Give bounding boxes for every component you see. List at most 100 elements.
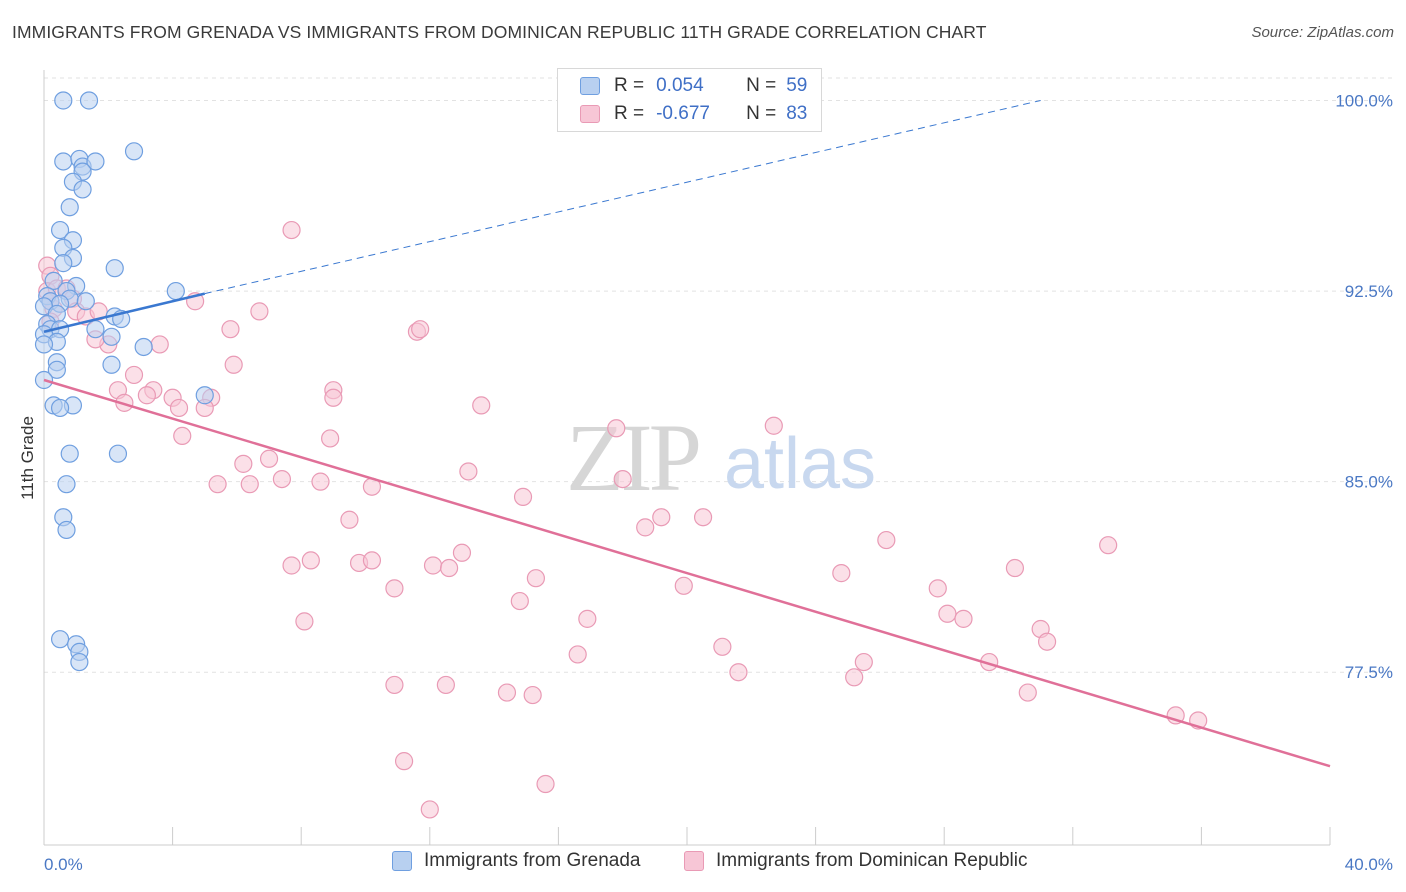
point-dominican [854, 652, 873, 672]
point-dominican [362, 551, 382, 570]
legend-label-dominican: Immigrants from Dominican Republic [716, 850, 1028, 871]
point-grenada [124, 142, 144, 161]
legend-r-label: R = [614, 75, 645, 96]
point-dominican [423, 556, 443, 575]
point-dominican [259, 449, 279, 468]
point-grenada [57, 475, 76, 494]
point-dominican [578, 609, 597, 628]
point-dominican [272, 469, 292, 489]
point-dominican [764, 416, 783, 435]
point-dominican [459, 462, 478, 481]
point-dominican [526, 569, 545, 588]
point-dominican [523, 685, 542, 705]
point-dominican [693, 508, 713, 527]
legend-item-grenada: Immigrants from Grenada [392, 850, 640, 872]
point-dominican [169, 398, 189, 418]
point-dominican [877, 530, 896, 550]
point-dominican [510, 591, 529, 611]
watermark: ZIP atlas [566, 404, 876, 511]
point-dominican [928, 579, 947, 598]
point-grenada [134, 337, 153, 357]
axes [43, 70, 1331, 846]
legend-r-value: 0.054 [656, 75, 704, 96]
x-tick-label: 40.0% [1345, 855, 1393, 874]
point-dominican [1018, 683, 1037, 702]
point-dominican [832, 564, 851, 583]
point-dominican [420, 800, 439, 819]
point-grenada [102, 327, 121, 346]
point-dominican [301, 551, 320, 570]
trend-extension-grenada [204, 100, 1041, 295]
point-grenada [47, 360, 66, 379]
legend-r-value: -0.677 [656, 103, 710, 124]
point-dominican [1037, 632, 1057, 651]
point-dominican [411, 320, 430, 339]
stats-legend: R = 0.054 N = 59 R = -0.677 N = 83 [557, 68, 822, 132]
point-grenada [50, 398, 70, 418]
series-legend: Immigrants from Grenada Immigrants from … [0, 850, 1406, 878]
point-dominican [234, 454, 253, 473]
point-dominican [636, 518, 655, 537]
watermark-zip: ZIP [566, 404, 699, 511]
point-dominican [536, 774, 555, 794]
point-grenada [54, 152, 73, 171]
point-dominican [385, 579, 404, 598]
trend-line-grenada [43, 292, 206, 333]
point-grenada [102, 355, 121, 374]
point-dominican [282, 220, 301, 240]
legend-swatch-blue [392, 851, 412, 871]
point-dominican [385, 675, 404, 695]
point-dominican [436, 675, 455, 695]
y-tick-label: 100.0% [1335, 91, 1393, 110]
point-grenada [60, 198, 79, 217]
axis-labels: 11th Grade 100.0% 92.5% 85.0% 77.5% 0.0% 40.0… [18, 91, 1393, 874]
point-dominican [173, 426, 192, 446]
point-dominican [240, 475, 259, 494]
point-grenada [70, 652, 89, 672]
point-dominican [224, 355, 243, 374]
point-dominican [513, 487, 533, 506]
point-dominican [282, 556, 301, 575]
chart-source: Source: ZipAtlas.com [1251, 24, 1394, 41]
point-grenada [54, 91, 73, 110]
point-grenada [60, 444, 79, 463]
x-tick-label: 0.0% [44, 855, 83, 874]
point-grenada [195, 386, 214, 405]
point-grenada [108, 444, 128, 463]
legend-swatch-pink [580, 105, 600, 123]
point-dominican [845, 668, 864, 687]
point-dominican [674, 576, 693, 595]
trend-line-dominican [43, 378, 1331, 768]
legend-swatch-pink [684, 851, 704, 871]
legend-r-label: R = [614, 103, 645, 124]
point-grenada [79, 91, 99, 110]
point-dominican [208, 475, 227, 494]
legend-row-grenada: R = 0.054 N = 59 [580, 73, 807, 99]
legend-swatch-blue [580, 77, 600, 95]
point-dominican [150, 335, 169, 354]
chart-title: IMMIGRANTS FROM GRENADA VS IMMIGRANTS FR… [12, 22, 987, 42]
trend-lines [43, 100, 1331, 768]
point-dominican [324, 388, 343, 407]
legend-n-label: N = [746, 75, 777, 96]
legend-n-label: N = [746, 103, 777, 124]
legend-row-dominican: R = -0.677 N = 83 [580, 101, 807, 127]
legend-label-grenada: Immigrants from Grenada [424, 850, 641, 871]
point-dominican [713, 637, 732, 656]
point-dominican [321, 429, 340, 448]
point-dominican [439, 558, 459, 578]
watermark-atlas: atlas [724, 424, 876, 504]
point-grenada [34, 335, 54, 354]
point-grenada [54, 254, 73, 273]
point-dominican [652, 508, 671, 527]
legend-n-value: 83 [786, 103, 808, 124]
point-dominican [613, 469, 632, 489]
point-grenada [44, 271, 63, 291]
point-dominican [1099, 536, 1118, 555]
point-dominican [295, 612, 314, 631]
data-points [34, 91, 1208, 819]
y-axis-label: 11th Grade [18, 416, 37, 500]
point-dominican [1005, 558, 1025, 578]
point-dominican [568, 645, 587, 664]
